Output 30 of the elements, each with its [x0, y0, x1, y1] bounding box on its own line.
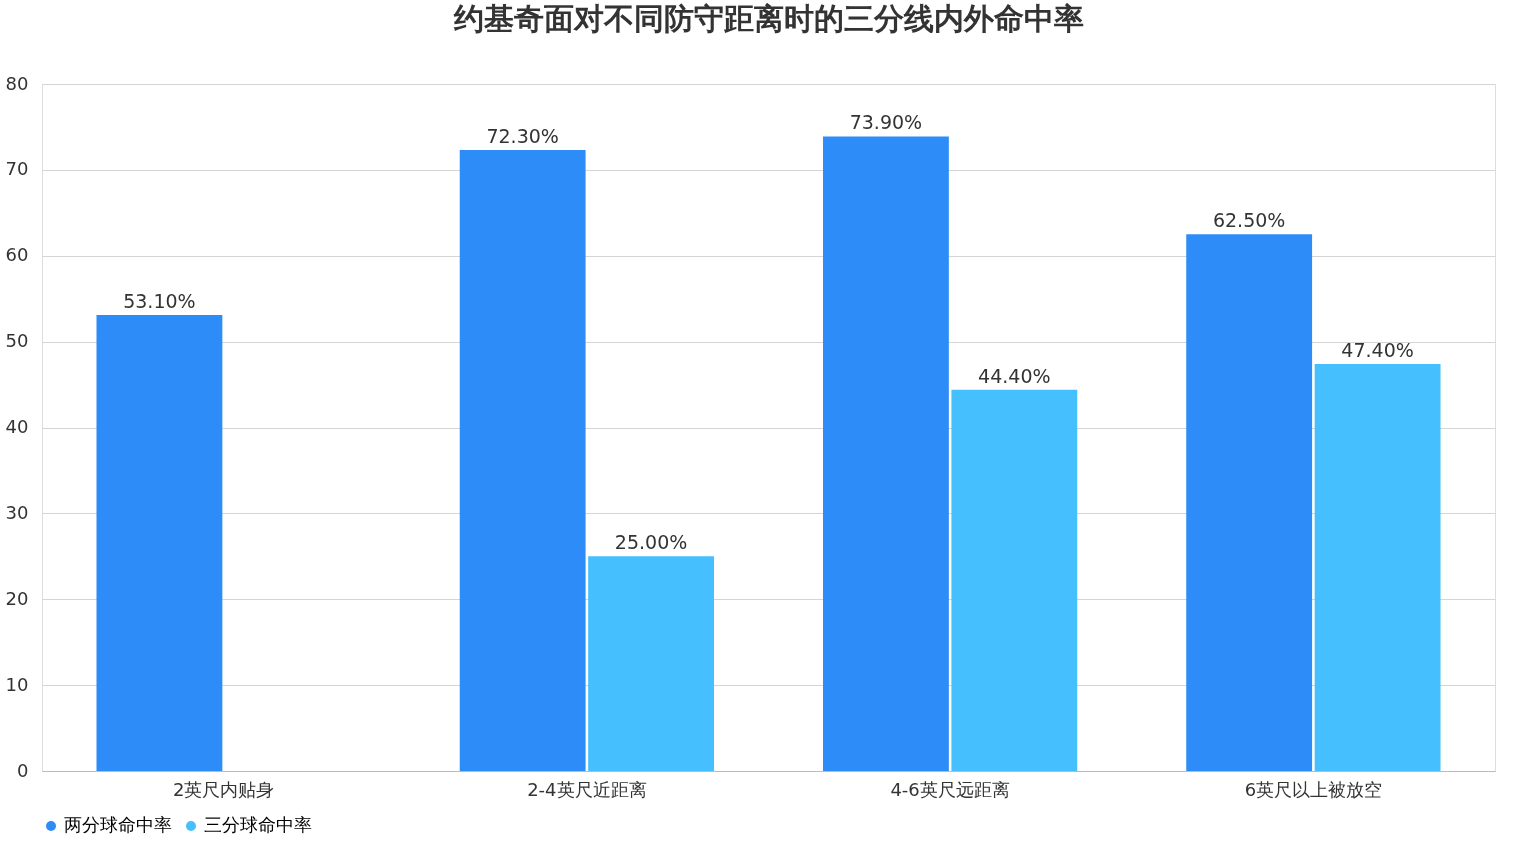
bar [1186, 234, 1313, 771]
bar [588, 556, 715, 771]
data-label: 47.40% [1341, 338, 1414, 361]
y-tick-label: 20 [5, 587, 29, 609]
y-tick-label: 70 [5, 158, 29, 180]
bar [1314, 363, 1441, 771]
data-label: 25.00% [614, 531, 688, 554]
x-tick-label: 2-4英尺近距离 [527, 778, 647, 800]
x-tick-label: 2英尺内贴身 [172, 778, 275, 800]
data-label: 53.10% [123, 290, 196, 312]
bar [459, 150, 586, 771]
y-tick-label: 80 [5, 72, 29, 94]
bar [822, 136, 949, 771]
data-label: 72.30% [486, 125, 559, 148]
y-tick-label: 30 [5, 501, 29, 523]
y-tick-label: 50 [5, 330, 29, 352]
bar [951, 389, 1078, 771]
y-tick-label: 40 [5, 416, 29, 437]
bar [96, 315, 223, 771]
data-label: 44.40% [978, 364, 1051, 387]
data-label: 73.90% [849, 111, 923, 134]
x-tick-label: 6英尺以上被放空 [1244, 778, 1383, 800]
data-label: 62.50% [1212, 209, 1286, 232]
legend-label: 三分球命中率 [204, 814, 312, 835]
y-tick-label: 10 [5, 673, 29, 695]
legend-label: 两分球命中率 [64, 814, 172, 835]
chart-title: 约基奇面对不同防守距离时的三分线内外命中率 [452, 1, 1084, 36]
y-tick-label: 60 [5, 244, 29, 266]
x-tick-label: 4-6英尺远距离 [890, 778, 1010, 800]
y-tick-label: 0 [17, 759, 29, 781]
